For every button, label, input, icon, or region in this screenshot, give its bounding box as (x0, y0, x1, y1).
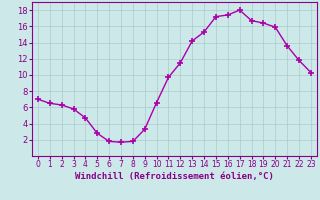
X-axis label: Windchill (Refroidissement éolien,°C): Windchill (Refroidissement éolien,°C) (75, 172, 274, 181)
